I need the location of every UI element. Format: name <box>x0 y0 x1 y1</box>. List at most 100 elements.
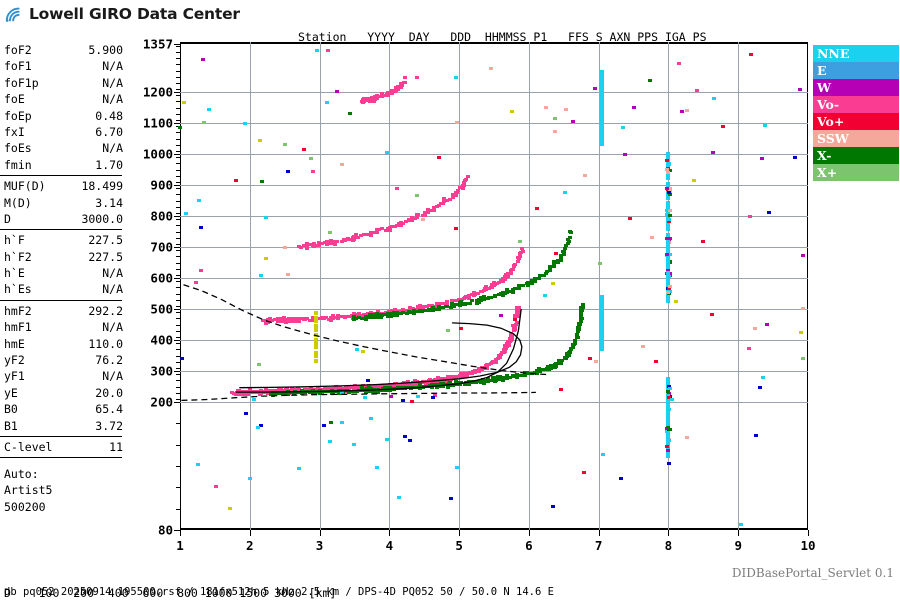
param-key: h`F2 <box>4 249 32 264</box>
legend-item-label: Vo- <box>817 97 840 112</box>
noise-speckle <box>314 49 319 53</box>
echo-point <box>556 358 561 365</box>
noise-speckle <box>228 506 233 510</box>
param-value: 227.5 <box>88 233 123 248</box>
interference-speckle <box>665 253 670 257</box>
x-axis-tick <box>598 530 600 536</box>
interference-speckle <box>664 209 669 213</box>
param-row: foEp 0.48 <box>0 108 126 124</box>
y-axis-tick-label: 600 <box>150 270 173 286</box>
y-axis-minor-tick <box>176 444 180 446</box>
param-row: B0 65.4 <box>0 401 126 417</box>
y-axis-minor-tick <box>176 219 180 221</box>
noise-speckle <box>684 109 689 113</box>
noise-speckle <box>792 155 797 159</box>
echo-point <box>445 198 450 202</box>
echo-point <box>510 267 515 271</box>
noise-speckle <box>601 452 606 456</box>
param-value: N/A <box>102 320 123 335</box>
echo-point <box>462 180 467 187</box>
echo-point <box>402 81 407 85</box>
param-key: h`Es <box>4 282 32 297</box>
legend-item-x[interactable]: X+ <box>813 164 899 181</box>
echo-point <box>575 333 580 337</box>
interference-band <box>600 106 605 147</box>
echo-point <box>573 342 578 346</box>
noise-speckle <box>632 105 637 109</box>
legend-item-label: X+ <box>817 165 838 180</box>
legend-item-e[interactable]: E <box>813 62 899 79</box>
plot-gridline-horizontal <box>180 123 808 124</box>
plot-gridline-vertical <box>598 42 600 530</box>
param-row: foF1p N/A <box>0 75 126 91</box>
legend-item-label: Vo+ <box>817 114 845 129</box>
interference-speckle <box>665 159 670 163</box>
echo-point <box>369 98 374 102</box>
noise-speckle <box>552 116 557 120</box>
param-value: N/A <box>102 266 123 281</box>
param-value: 292.2 <box>88 303 123 318</box>
param-value: 20.0 <box>95 385 123 400</box>
ionogram-plot[interactable]: 80 200 300 400 500 600 700 800 900 1000 1100 1200 13… <box>143 37 816 554</box>
noise-speckle <box>754 433 759 437</box>
echo-point <box>463 302 468 306</box>
noise-speckle <box>593 87 598 91</box>
noise-speckle <box>563 107 568 111</box>
x-axis-tick-label: 6 <box>525 538 533 553</box>
noise-speckle <box>710 151 715 155</box>
noise-speckle <box>627 217 632 221</box>
noise-speckle <box>233 178 238 182</box>
echo-point <box>566 241 570 245</box>
noise-speckle <box>798 88 803 92</box>
param-value: 11 <box>109 439 123 454</box>
echo-point <box>424 211 429 215</box>
param-key: yF2 <box>4 353 25 368</box>
legend-item-nne[interactable]: NNE <box>813 45 899 62</box>
echo-point <box>437 204 442 208</box>
noise-speckle <box>700 239 705 243</box>
param-row: foF1 N/A <box>0 58 126 74</box>
param-row: foEs N/A <box>0 140 126 156</box>
noise-speckle <box>510 109 515 113</box>
noise-speckle <box>257 363 262 367</box>
plot-gridline-horizontal <box>180 92 808 93</box>
echo-point <box>403 219 408 223</box>
noise-speckle <box>200 58 205 62</box>
legend-item-w[interactable]: W <box>813 79 899 96</box>
y-axis-tick <box>174 530 180 531</box>
y-axis-minor-tick <box>176 126 180 128</box>
noise-speckle <box>286 273 291 277</box>
legend-item-label: X- <box>817 148 832 163</box>
noise-speckle <box>389 394 394 398</box>
noise-speckle <box>328 421 333 425</box>
interference-speckle <box>666 170 671 174</box>
noise-speckle <box>453 75 458 79</box>
echo-point <box>304 243 309 250</box>
noise-speckle <box>594 359 599 363</box>
noise-speckle <box>207 107 212 111</box>
noise-speckle <box>562 191 567 195</box>
legend-item-vo[interactable]: Vo+ <box>813 113 899 130</box>
echo-point <box>518 251 523 255</box>
echo-point <box>509 334 514 338</box>
noise-speckle <box>314 332 319 337</box>
interference-speckle <box>666 290 671 294</box>
param-value: N/A <box>102 92 123 107</box>
legend-item-x[interactable]: X- <box>813 147 899 164</box>
legend-item-vo[interactable]: Vo- <box>813 96 899 113</box>
y-axis-minor-tick <box>176 508 180 510</box>
interference-band <box>600 324 605 344</box>
y-axis-minor-tick <box>176 466 180 467</box>
echo-point <box>362 233 367 237</box>
echo-point <box>525 280 530 287</box>
y-axis-minor-tick <box>176 52 180 54</box>
noise-speckle <box>311 169 316 173</box>
param-key: hmF2 <box>4 303 32 318</box>
legend-item-ssw[interactable]: SSW <box>813 130 899 147</box>
noise-speckle <box>308 157 313 161</box>
param-row: M(D) 3.14 <box>0 195 126 211</box>
noise-speckle <box>285 170 290 174</box>
plot-gridline-horizontal <box>180 185 808 186</box>
y-axis-minor-tick <box>176 330 180 332</box>
noise-speckle <box>196 463 201 467</box>
